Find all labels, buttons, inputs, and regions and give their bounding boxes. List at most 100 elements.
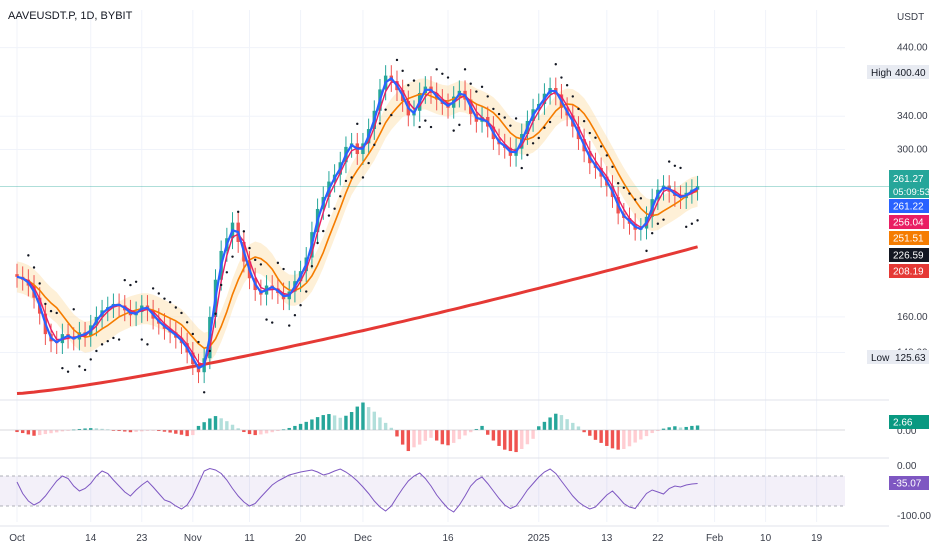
sar-dot (254, 258, 257, 262)
macd-bar (678, 427, 683, 430)
sar-dot (554, 63, 557, 66)
sar-dot (582, 119, 586, 123)
macd-bar (366, 407, 371, 430)
sar-dot (271, 321, 274, 324)
x-tick-label: Nov (184, 533, 202, 544)
sar-dot (350, 176, 353, 179)
sar-dot (588, 131, 591, 135)
ma-slow-value-bg (889, 231, 929, 245)
macd-bar (213, 416, 218, 430)
macd-bar (548, 417, 552, 430)
macd-bar (49, 430, 53, 434)
sar-dot (537, 136, 540, 140)
sar-dot (565, 84, 569, 87)
macd-bar (276, 430, 280, 432)
macd-bar (332, 415, 337, 430)
sar-dot (27, 254, 30, 257)
dark-value: 226.59 (893, 251, 924, 262)
y-tick-label: 440.00 (897, 43, 928, 54)
sar-dot (151, 287, 155, 290)
sar-dot (407, 84, 410, 87)
macd-bar (253, 430, 257, 436)
sar-dot (134, 280, 138, 284)
sar-dot (310, 264, 314, 268)
sar-dot (401, 69, 404, 73)
sar-dot (219, 283, 223, 287)
sar-dot (645, 249, 648, 253)
sar-dot (690, 222, 694, 225)
sar-dot (112, 336, 115, 340)
sar-dot (628, 192, 631, 195)
sar-dot (373, 143, 376, 147)
macd-bar (89, 428, 93, 430)
sar-dot (412, 79, 416, 82)
parabolic-sar-dots (27, 58, 699, 394)
sar-dot (168, 300, 172, 304)
macd-bar (310, 419, 314, 430)
macd-bar (571, 422, 575, 430)
chart-title: AAVEUSDT.P, 1D, BYBIT (8, 10, 133, 22)
macd-bar (321, 415, 325, 430)
sar-dot (242, 230, 246, 233)
macd-bar (140, 430, 144, 432)
sar-dot (497, 112, 501, 116)
macd-value-bg (889, 415, 929, 429)
sar-dot (441, 72, 444, 75)
macd-bar (327, 414, 331, 430)
macd-bar (463, 430, 467, 436)
macd-bar (304, 421, 308, 430)
macd-bar (588, 430, 592, 436)
macd-bar (429, 430, 433, 438)
sar-dot (288, 324, 291, 327)
low-label: Low (871, 353, 890, 364)
macd-bar (26, 430, 31, 435)
sar-dot (236, 210, 240, 214)
sar-dot (571, 95, 574, 98)
macd-bar (491, 430, 496, 441)
macd-bar (77, 428, 82, 430)
macd-bar (338, 417, 342, 430)
sar-dot (49, 309, 53, 313)
ma-long-value: 208.19 (893, 267, 924, 278)
macd-bar (134, 430, 138, 432)
macd-bar (616, 430, 620, 450)
sar-dot (492, 107, 495, 111)
x-tick-label: Dec (354, 533, 372, 544)
sar-dot (531, 142, 535, 145)
macd-bar (406, 430, 411, 452)
sar-dot (214, 312, 217, 315)
sar-dot (129, 283, 132, 287)
high-value-bg (891, 65, 929, 79)
sar-dot (361, 176, 365, 179)
macd-bar (508, 430, 513, 452)
sar-dot (305, 290, 308, 293)
ma-band (17, 78, 698, 364)
macd-bar (259, 430, 263, 435)
sar-dot (44, 302, 47, 306)
x-tick-label: 11 (244, 533, 255, 544)
sar-dot (696, 219, 699, 222)
macd-bar (378, 417, 382, 430)
macd-bar (32, 430, 36, 436)
macd-bar (457, 430, 462, 440)
macd-bar (202, 422, 206, 430)
axes: 440.00340.00300.00160.00140.00Oct1423Nov… (0, 43, 931, 544)
sar-dot (66, 370, 70, 373)
sar-dot (384, 108, 387, 111)
y-tick-label: 160.00 (897, 312, 928, 323)
macd-bar (66, 430, 70, 431)
sar-dot (616, 182, 620, 185)
sar-dot (633, 198, 637, 201)
sar-dot (662, 218, 665, 221)
sar-dot (174, 306, 178, 309)
macd-bar (605, 430, 609, 446)
macd-histogram (0, 402, 845, 453)
sar-dot (259, 263, 263, 266)
sar-dot (526, 153, 529, 157)
macd-bar (174, 430, 178, 434)
sar-dot (667, 160, 671, 163)
macd-bar (100, 428, 104, 430)
sar-dot (514, 117, 518, 120)
macd-bar (162, 430, 167, 432)
